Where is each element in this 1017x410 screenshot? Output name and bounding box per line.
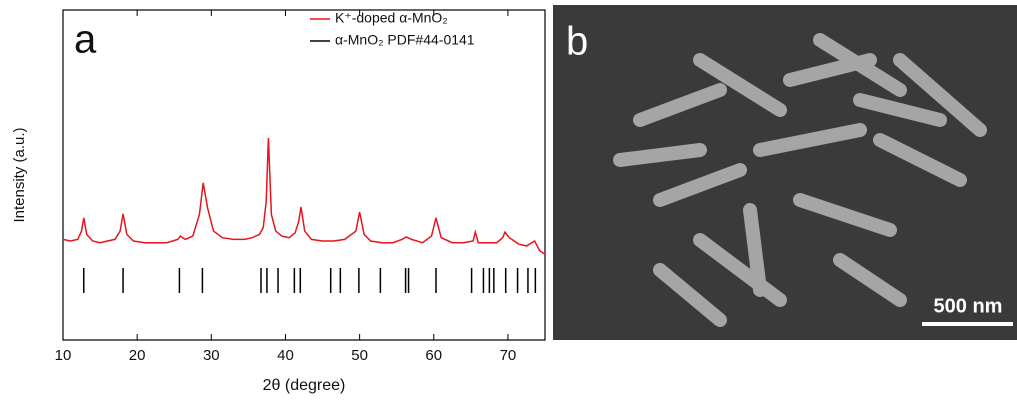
x-tick-label: 60 [425,347,442,364]
rods [613,33,987,327]
sem-image: b 500 nm [553,5,1017,340]
panel-label: b [566,20,588,64]
plot-frame [62,9,546,341]
x-tick-label: 40 [277,347,294,364]
y-axis-title: Intensity (a.u.) [11,127,28,222]
x-tick-label: 50 [351,347,368,364]
legend-label: α-MnO₂ PDF#44-0141 [335,32,475,48]
panel-label: a [74,18,97,62]
x-tick-label: 10 [55,347,72,364]
scale-bar-label: 500 nm [934,295,1003,317]
xrd-line [62,137,546,255]
x-tick-label: 30 [203,347,220,364]
x-tick-label: 20 [129,347,146,364]
x-axis-title: 2θ (degree) [263,377,346,394]
legend-label: K⁺-doped α-MnO₂ [335,10,448,26]
x-tick-label: 70 [500,347,517,364]
